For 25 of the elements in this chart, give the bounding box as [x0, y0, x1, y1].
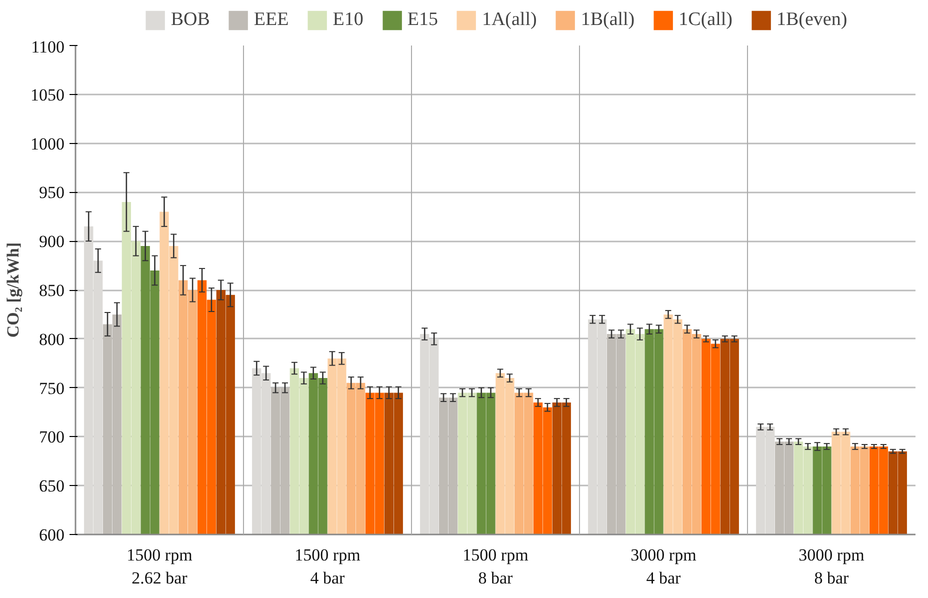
legend-label: BOB	[170, 9, 210, 31]
legend-label: 1A(all)	[482, 9, 537, 31]
y-tick-label: 650	[39, 476, 64, 496]
x-tick-label: 1500 rpm 2.62 bar	[126, 546, 192, 588]
x-tick-label: 1500 rpm 4 bar	[294, 546, 360, 588]
y-tick-label: 850	[39, 281, 64, 300]
y-tick-label: 1100	[31, 38, 65, 56]
legend-label: 1C(all)	[678, 9, 732, 31]
legend-label: 1B(even)	[776, 9, 848, 31]
legend-label: 1B(all)	[580, 9, 635, 31]
legend-label: EEE	[254, 9, 289, 31]
y-tick-label: 900	[39, 232, 64, 252]
y-tick-label: 750	[39, 378, 64, 398]
y-tick-label: 1050	[30, 85, 64, 104]
x-tick-label: 1500 rpm 8 bar	[462, 546, 528, 588]
y-axis-title: CO₂ [g/kWh]	[4, 242, 22, 338]
legend-label: E10	[332, 9, 364, 31]
y-tick-label: 700	[39, 428, 64, 447]
y-tick-label: 600	[39, 526, 64, 544]
y-tick-label: 1000	[30, 134, 64, 154]
x-tick-label: 3000 rpm 8 bar	[798, 546, 864, 588]
y-tick-label: 800	[39, 330, 64, 349]
legend-label: E15	[407, 9, 438, 31]
y-tick-label: 950	[39, 183, 64, 202]
x-tick-label: 3000 rpm 4 bar	[630, 546, 696, 588]
